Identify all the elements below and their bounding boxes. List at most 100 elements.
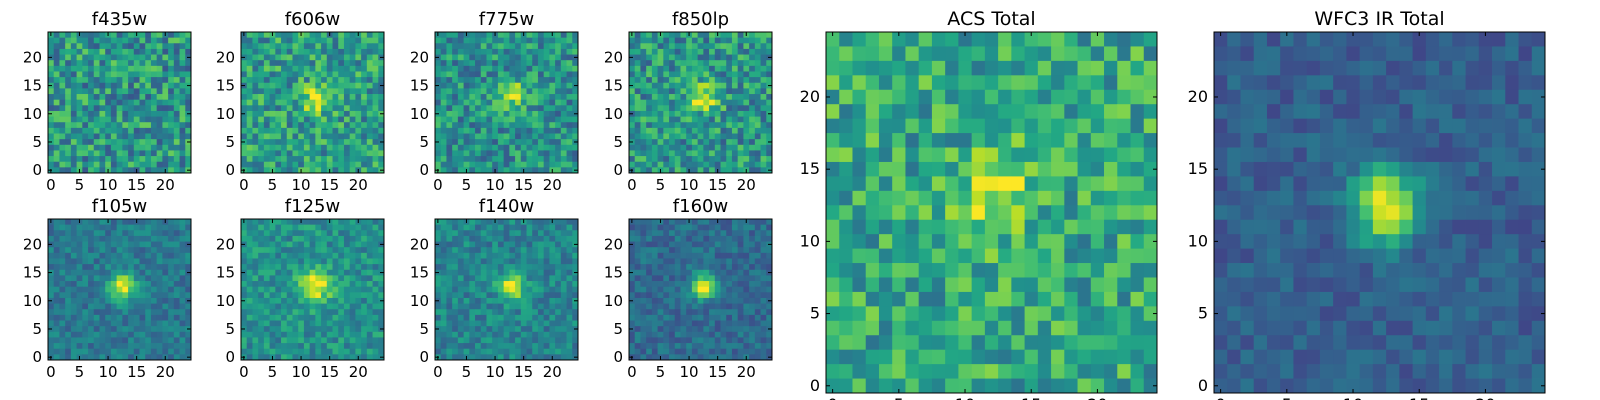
heatmap-cell	[703, 43, 710, 50]
heatmap-cell	[726, 32, 733, 39]
heatmap-cell	[275, 94, 282, 101]
heatmap-cell	[116, 292, 123, 299]
heatmap-cell	[378, 343, 385, 350]
heatmap-cell	[252, 65, 259, 72]
heatmap-cell	[76, 320, 83, 327]
heatmap-cell	[70, 167, 77, 174]
heatmap-cell	[321, 139, 328, 146]
heatmap-cell	[572, 258, 579, 265]
heatmap-cell	[463, 247, 470, 254]
heatmap-cell	[646, 303, 653, 310]
heatmap-cell	[543, 219, 550, 226]
heatmap-cell	[349, 303, 356, 310]
heatmap-cell	[543, 139, 550, 146]
heatmap-cell	[446, 230, 453, 237]
heatmap-cell	[139, 88, 146, 95]
heatmap-cell	[185, 331, 192, 338]
heatmap-cell	[281, 320, 288, 327]
heatmap-cell	[349, 127, 356, 134]
heatmap-cell	[469, 281, 476, 288]
heatmap-cell	[469, 292, 476, 299]
heatmap-cell	[162, 144, 169, 151]
heatmap-cell	[65, 314, 72, 321]
heatmap-cell	[156, 122, 163, 129]
heatmap-cell	[168, 133, 175, 140]
heatmap-cell	[332, 275, 339, 282]
heatmap-cell	[150, 354, 158, 361]
heatmap-cell	[555, 110, 562, 117]
x-tick-label: 20	[349, 176, 368, 194]
heatmap-cell	[179, 320, 186, 327]
heatmap-cell	[315, 48, 322, 55]
heatmap-cell	[669, 110, 676, 117]
heatmap-cell	[110, 281, 118, 288]
heatmap-cell	[543, 258, 550, 265]
heatmap-cell	[537, 303, 545, 310]
heatmap-cell	[76, 144, 83, 151]
heatmap-cell	[651, 235, 658, 242]
heatmap-cell	[520, 247, 527, 254]
heatmap-cell	[572, 144, 579, 151]
heatmap-cell	[162, 99, 169, 106]
heatmap-cell	[549, 224, 556, 231]
heatmap-cell	[275, 156, 282, 163]
heatmap-cell	[480, 156, 487, 163]
heatmap-cell	[321, 94, 328, 101]
heatmap-cell	[105, 88, 112, 95]
heatmap-cell	[634, 48, 641, 55]
heatmap-cell	[263, 94, 270, 101]
heatmap-cell	[492, 320, 499, 327]
heatmap-cell	[366, 48, 373, 55]
heatmap-cell	[332, 247, 339, 254]
heatmap-cell	[766, 94, 773, 101]
heatmap-cell	[703, 292, 710, 299]
heatmap-cell	[435, 343, 442, 350]
heatmap-cell	[269, 127, 276, 134]
heatmap-cell	[520, 337, 527, 344]
heatmap-cell	[503, 116, 510, 123]
heatmap-cell	[435, 337, 442, 344]
heatmap-cell	[754, 32, 761, 39]
heatmap-cell	[446, 43, 453, 50]
heatmap-cell	[691, 48, 699, 55]
heatmap-cell	[532, 224, 539, 231]
heatmap-cell	[241, 303, 248, 310]
heatmap-cell	[669, 275, 676, 282]
x-tick-label: 5	[268, 363, 278, 381]
heatmap-cell	[674, 37, 681, 44]
heatmap-cell	[332, 292, 339, 299]
heatmap-cell	[70, 48, 77, 55]
heatmap-cell	[168, 292, 175, 299]
heatmap-cell	[349, 264, 356, 271]
heatmap-cell	[303, 144, 311, 151]
heatmap-cell	[156, 32, 163, 39]
heatmap-cell	[766, 252, 773, 259]
heatmap-cell	[720, 94, 727, 101]
heatmap-cell	[292, 303, 299, 310]
heatmap-cell	[446, 331, 453, 338]
heatmap-cell	[168, 297, 175, 304]
heatmap-cell	[572, 65, 579, 72]
heatmap-cell	[566, 150, 573, 157]
heatmap-cell	[82, 110, 89, 117]
heatmap-cell	[82, 127, 89, 134]
heatmap-cell	[674, 127, 681, 134]
heatmap-cell	[82, 32, 89, 39]
heatmap-cell	[315, 297, 322, 304]
heatmap-cell	[286, 110, 293, 117]
heatmap-cell	[520, 343, 527, 350]
heatmap-cell	[281, 281, 288, 288]
y-tick-label: 0	[225, 161, 235, 179]
heatmap-cell	[555, 337, 562, 344]
heatmap-cell	[691, 167, 699, 174]
heatmap-cell	[286, 167, 293, 174]
heatmap-cell	[48, 286, 55, 293]
heatmap-cell	[150, 167, 158, 174]
heatmap-cell	[128, 161, 135, 168]
heatmap-cell	[572, 224, 579, 231]
heatmap-cell	[663, 156, 670, 163]
heatmap-cell	[669, 105, 676, 112]
heatmap-cell	[663, 94, 670, 101]
heatmap-cell	[714, 82, 721, 89]
heatmap-cell	[486, 224, 493, 231]
